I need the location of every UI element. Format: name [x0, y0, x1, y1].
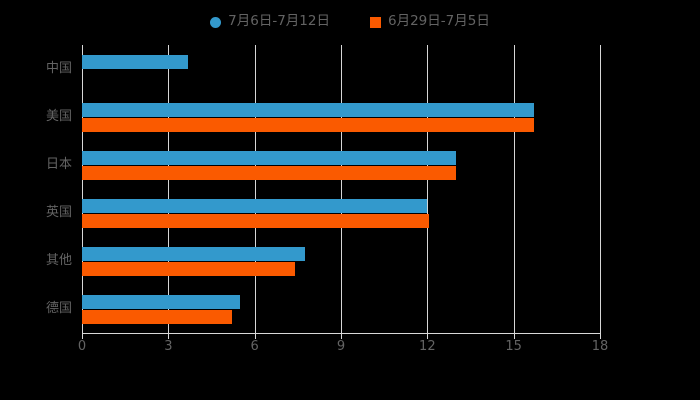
x-tick-mark — [82, 334, 83, 339]
bar[interactable] — [82, 246, 306, 261]
y-axis-label: 美国 — [45, 109, 72, 124]
x-tick-label: 15 — [505, 339, 522, 354]
bar-group — [82, 54, 600, 84]
x-tick-mark — [168, 334, 170, 339]
y-axis-label: 日本 — [45, 157, 72, 172]
bar[interactable] — [82, 102, 534, 117]
x-tick-mark — [513, 334, 515, 339]
gridline-12 — [427, 45, 429, 333]
bar[interactable] — [82, 294, 241, 309]
y-axis-label: 中国 — [45, 61, 72, 76]
gridline-18 — [600, 45, 601, 333]
x-tick-label: 18 — [591, 339, 609, 354]
x-tick-label: 3 — [164, 339, 173, 354]
bar-group — [82, 198, 600, 228]
chart-legend: 7月6日-7月12日 6月29日-7月5日 — [0, 10, 700, 34]
x-tick-label: 0 — [77, 339, 87, 354]
gridline-0 — [82, 45, 83, 333]
y-axis-label: 其他 — [45, 253, 72, 268]
legend-circle-icon — [210, 16, 222, 28]
x-tick-mark — [341, 334, 342, 339]
gridline-9 — [341, 45, 342, 333]
legend-label-series-1: 6月29日-7月5日 — [388, 13, 490, 30]
bar[interactable] — [82, 150, 457, 165]
gridline-3 — [168, 45, 170, 333]
x-tick-label: 9 — [336, 339, 346, 354]
bar[interactable] — [82, 309, 232, 324]
x-tick-label: 6 — [250, 339, 259, 354]
gridline-6 — [254, 45, 256, 333]
bar-group — [82, 150, 600, 180]
x-tick-label: 12 — [419, 339, 436, 354]
bar-group — [82, 246, 600, 276]
bar[interactable] — [82, 117, 534, 132]
legend-square-icon — [370, 16, 381, 28]
bar-group — [82, 294, 600, 324]
bar[interactable] — [82, 54, 189, 69]
y-axis-labels: 中国美国日本英国其他德国 — [0, 45, 72, 333]
bar[interactable] — [82, 213, 429, 228]
legend-label-series-0: 7月6日-7月12日 — [228, 13, 330, 30]
bar[interactable] — [82, 198, 428, 213]
y-axis-label: 德国 — [45, 301, 72, 316]
legend-item-series-1[interactable]: 6月29日-7月5日 — [370, 15, 490, 29]
gridline-15 — [513, 45, 515, 333]
bar[interactable] — [82, 261, 295, 276]
x-tick-mark — [427, 334, 429, 339]
bar-series-container — [82, 45, 600, 333]
legend-item-series-0[interactable]: 7月6日-7月12日 — [210, 15, 330, 29]
bar[interactable] — [82, 165, 457, 180]
plot-area — [82, 45, 601, 333]
y-axis-label: 英国 — [45, 205, 72, 220]
x-tick-mark — [600, 334, 601, 339]
x-tick-mark — [254, 334, 256, 339]
x-axis-line — [82, 333, 601, 334]
bar-group — [82, 102, 600, 132]
